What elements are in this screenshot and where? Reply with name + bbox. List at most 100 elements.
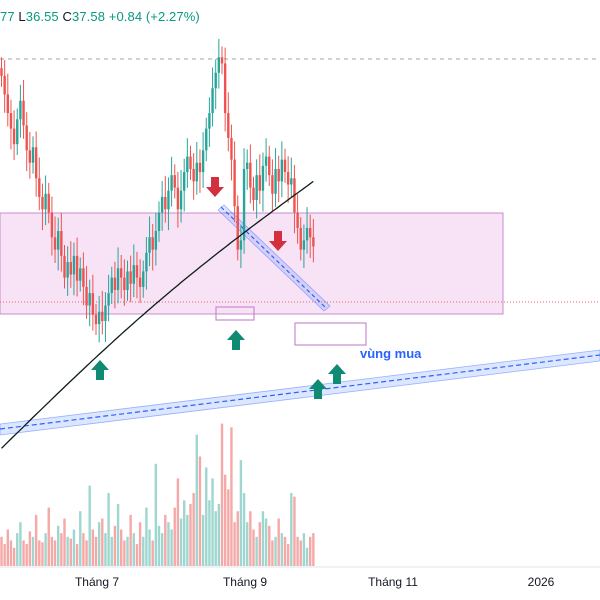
- candle-body: [220, 57, 224, 64]
- candle-body: [145, 252, 148, 272]
- ohlc-high-value: 77: [0, 9, 15, 24]
- buy-zone-box: [294, 322, 367, 346]
- candle-body: [179, 190, 183, 210]
- volume-bar: [252, 529, 255, 566]
- volume-bar: [129, 514, 132, 566]
- volume-bar: [113, 525, 117, 566]
- volume-bar: [217, 503, 221, 566]
- candle-body: [57, 231, 60, 250]
- volume-bar: [309, 536, 312, 566]
- ohlc-low-value: 36.55: [25, 9, 59, 24]
- volume-bar: [154, 463, 158, 566]
- moving-average-line: [1, 180, 314, 449]
- candle-body: [116, 268, 120, 290]
- candle-body: [123, 277, 126, 290]
- candle-body: [22, 100, 25, 126]
- candle-body: [192, 168, 195, 182]
- candle-body: [277, 168, 280, 182]
- volume-bar: [101, 518, 104, 566]
- candle-body: [94, 314, 98, 325]
- ohlc-close-key: C: [62, 9, 72, 24]
- volume-bar: [34, 514, 38, 566]
- candle-body: [3, 75, 6, 95]
- volume-bar: [170, 529, 173, 566]
- volume-bar: [47, 507, 50, 566]
- volume-bar: [208, 500, 211, 566]
- candle-body: [101, 311, 104, 322]
- candle-body: [69, 262, 72, 275]
- volume-bar: [189, 503, 192, 566]
- x-tick-label: 2026: [528, 575, 555, 589]
- candle-body: [28, 150, 32, 163]
- volume-bar: [82, 533, 85, 566]
- volume-bar: [299, 540, 302, 566]
- volume-bar: [142, 536, 145, 566]
- candle-body: [72, 255, 76, 275]
- x-axis-ticks: Tháng 7 Tháng 9 Tháng 11 2026: [75, 575, 555, 589]
- volume-bar: [264, 518, 268, 566]
- volume-bar: [25, 544, 28, 566]
- candle-body: [6, 94, 9, 114]
- candle-body: [246, 162, 249, 169]
- volume-bar: [277, 518, 280, 566]
- x-tick-label: Tháng 7: [75, 575, 119, 589]
- volume-bar: [126, 536, 129, 566]
- candle-body: [255, 175, 258, 200]
- candle-body: [233, 159, 236, 207]
- volume-bar: [239, 460, 243, 566]
- volume-bar: [38, 540, 41, 566]
- candle-body: [148, 237, 151, 253]
- candle-body: [157, 212, 161, 232]
- range-zone: [0, 212, 504, 315]
- candle-body: [104, 305, 107, 322]
- volume-bar: [66, 536, 69, 566]
- volume-bar: [22, 540, 25, 566]
- volume-bar: [293, 496, 296, 566]
- candle-body: [44, 193, 47, 210]
- candle-body: [223, 63, 227, 114]
- candle-body: [201, 150, 205, 173]
- candle-body: [198, 162, 202, 173]
- volume-bar: [290, 493, 293, 566]
- candle-body: [264, 156, 268, 166]
- volume-bar: [302, 533, 306, 566]
- x-tick-label: Tháng 11: [368, 575, 418, 589]
- buy-arrow-icon: [91, 360, 109, 380]
- volume-bar: [116, 503, 120, 566]
- signal-arrows: [91, 177, 346, 399]
- candle-body: [31, 147, 35, 163]
- candle-body: [242, 168, 246, 241]
- candle-body: [160, 196, 164, 213]
- candle-body: [85, 286, 88, 306]
- candle-body: [88, 293, 91, 306]
- candle-body: [299, 227, 302, 250]
- candle-body: [151, 237, 154, 250]
- volume-bar: [85, 540, 88, 566]
- support-box: [215, 306, 255, 321]
- volume-bar: [57, 525, 60, 566]
- candle-body: [312, 237, 315, 247]
- candle-body: [0, 68, 3, 76]
- sell-arrow-icon: [206, 177, 224, 197]
- candle-body: [38, 178, 41, 197]
- volume-bar: [19, 522, 22, 566]
- candle-body: [132, 265, 135, 284]
- candle-body: [302, 240, 306, 250]
- volume-bar: [104, 533, 107, 566]
- candle-body: [97, 311, 101, 325]
- candle-body: [142, 271, 145, 287]
- volume-bar: [236, 511, 239, 566]
- volume-bar: [97, 522, 101, 566]
- volume-bar: [157, 525, 161, 566]
- volume-bar: [233, 522, 236, 566]
- candle-body: [252, 187, 255, 200]
- candle-body: [110, 277, 113, 294]
- candle-body: [25, 125, 28, 151]
- candle-body: [138, 277, 142, 287]
- volume-bar: [268, 525, 271, 566]
- buy-arrow-icon: [309, 379, 327, 399]
- candle-body: [9, 113, 13, 129]
- volume-bar: [167, 522, 170, 566]
- volume-bar: [28, 531, 32, 566]
